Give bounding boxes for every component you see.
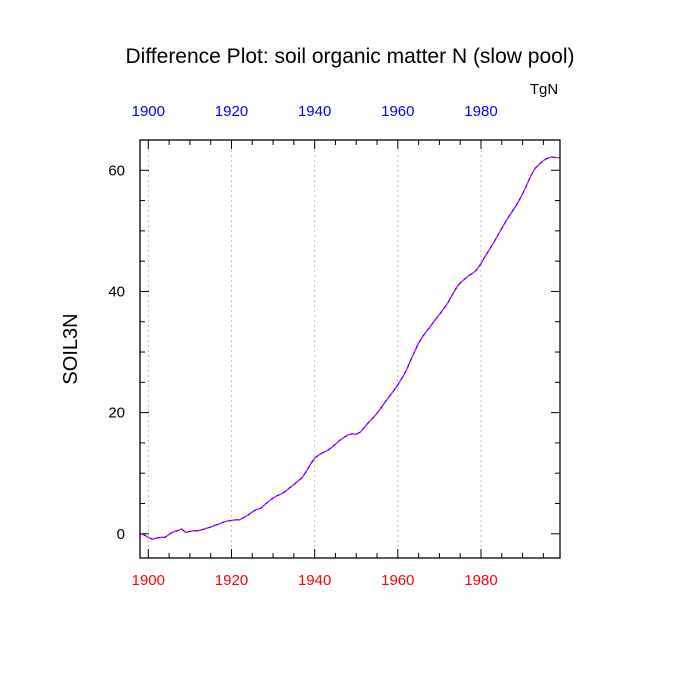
x-tick-label-bottom: 1940 <box>298 572 331 589</box>
y-tick-label: 20 <box>108 405 125 422</box>
series-line-b <box>139 156 560 540</box>
x-tick-label-top: 1960 <box>381 103 414 120</box>
plot-frame <box>139 139 561 559</box>
x-tick-label-bottom: 1960 <box>381 572 414 589</box>
x-tick-label-top: 1940 <box>298 103 331 120</box>
x-tick-label-bottom: 1920 <box>215 572 248 589</box>
chart-title: Difference Plot: soil organic matter N (… <box>126 45 575 68</box>
y-tick-label: 60 <box>108 162 125 179</box>
y-axis-label: SOIL3N <box>60 313 82 384</box>
x-tick-label-bottom: 1900 <box>132 572 165 589</box>
axis-ticks <box>140 139 560 558</box>
y-tick-label: 40 <box>108 283 125 300</box>
x-tick-label-top: 1980 <box>464 103 497 120</box>
series <box>139 156 560 540</box>
series-line-a <box>139 156 560 540</box>
tick-labels: 1900 1900 1920 1920 1940 1940 1960 1960 1980 1980… <box>108 103 497 589</box>
x-tick-label-top: 1920 <box>215 103 248 120</box>
x-tick-label-top: 1900 <box>132 103 165 120</box>
x-tick-label-bottom: 1980 <box>464 572 497 589</box>
y-tick-label: 0 <box>117 526 125 543</box>
grid-lines <box>147 140 482 558</box>
units-label: TgN <box>530 81 558 98</box>
